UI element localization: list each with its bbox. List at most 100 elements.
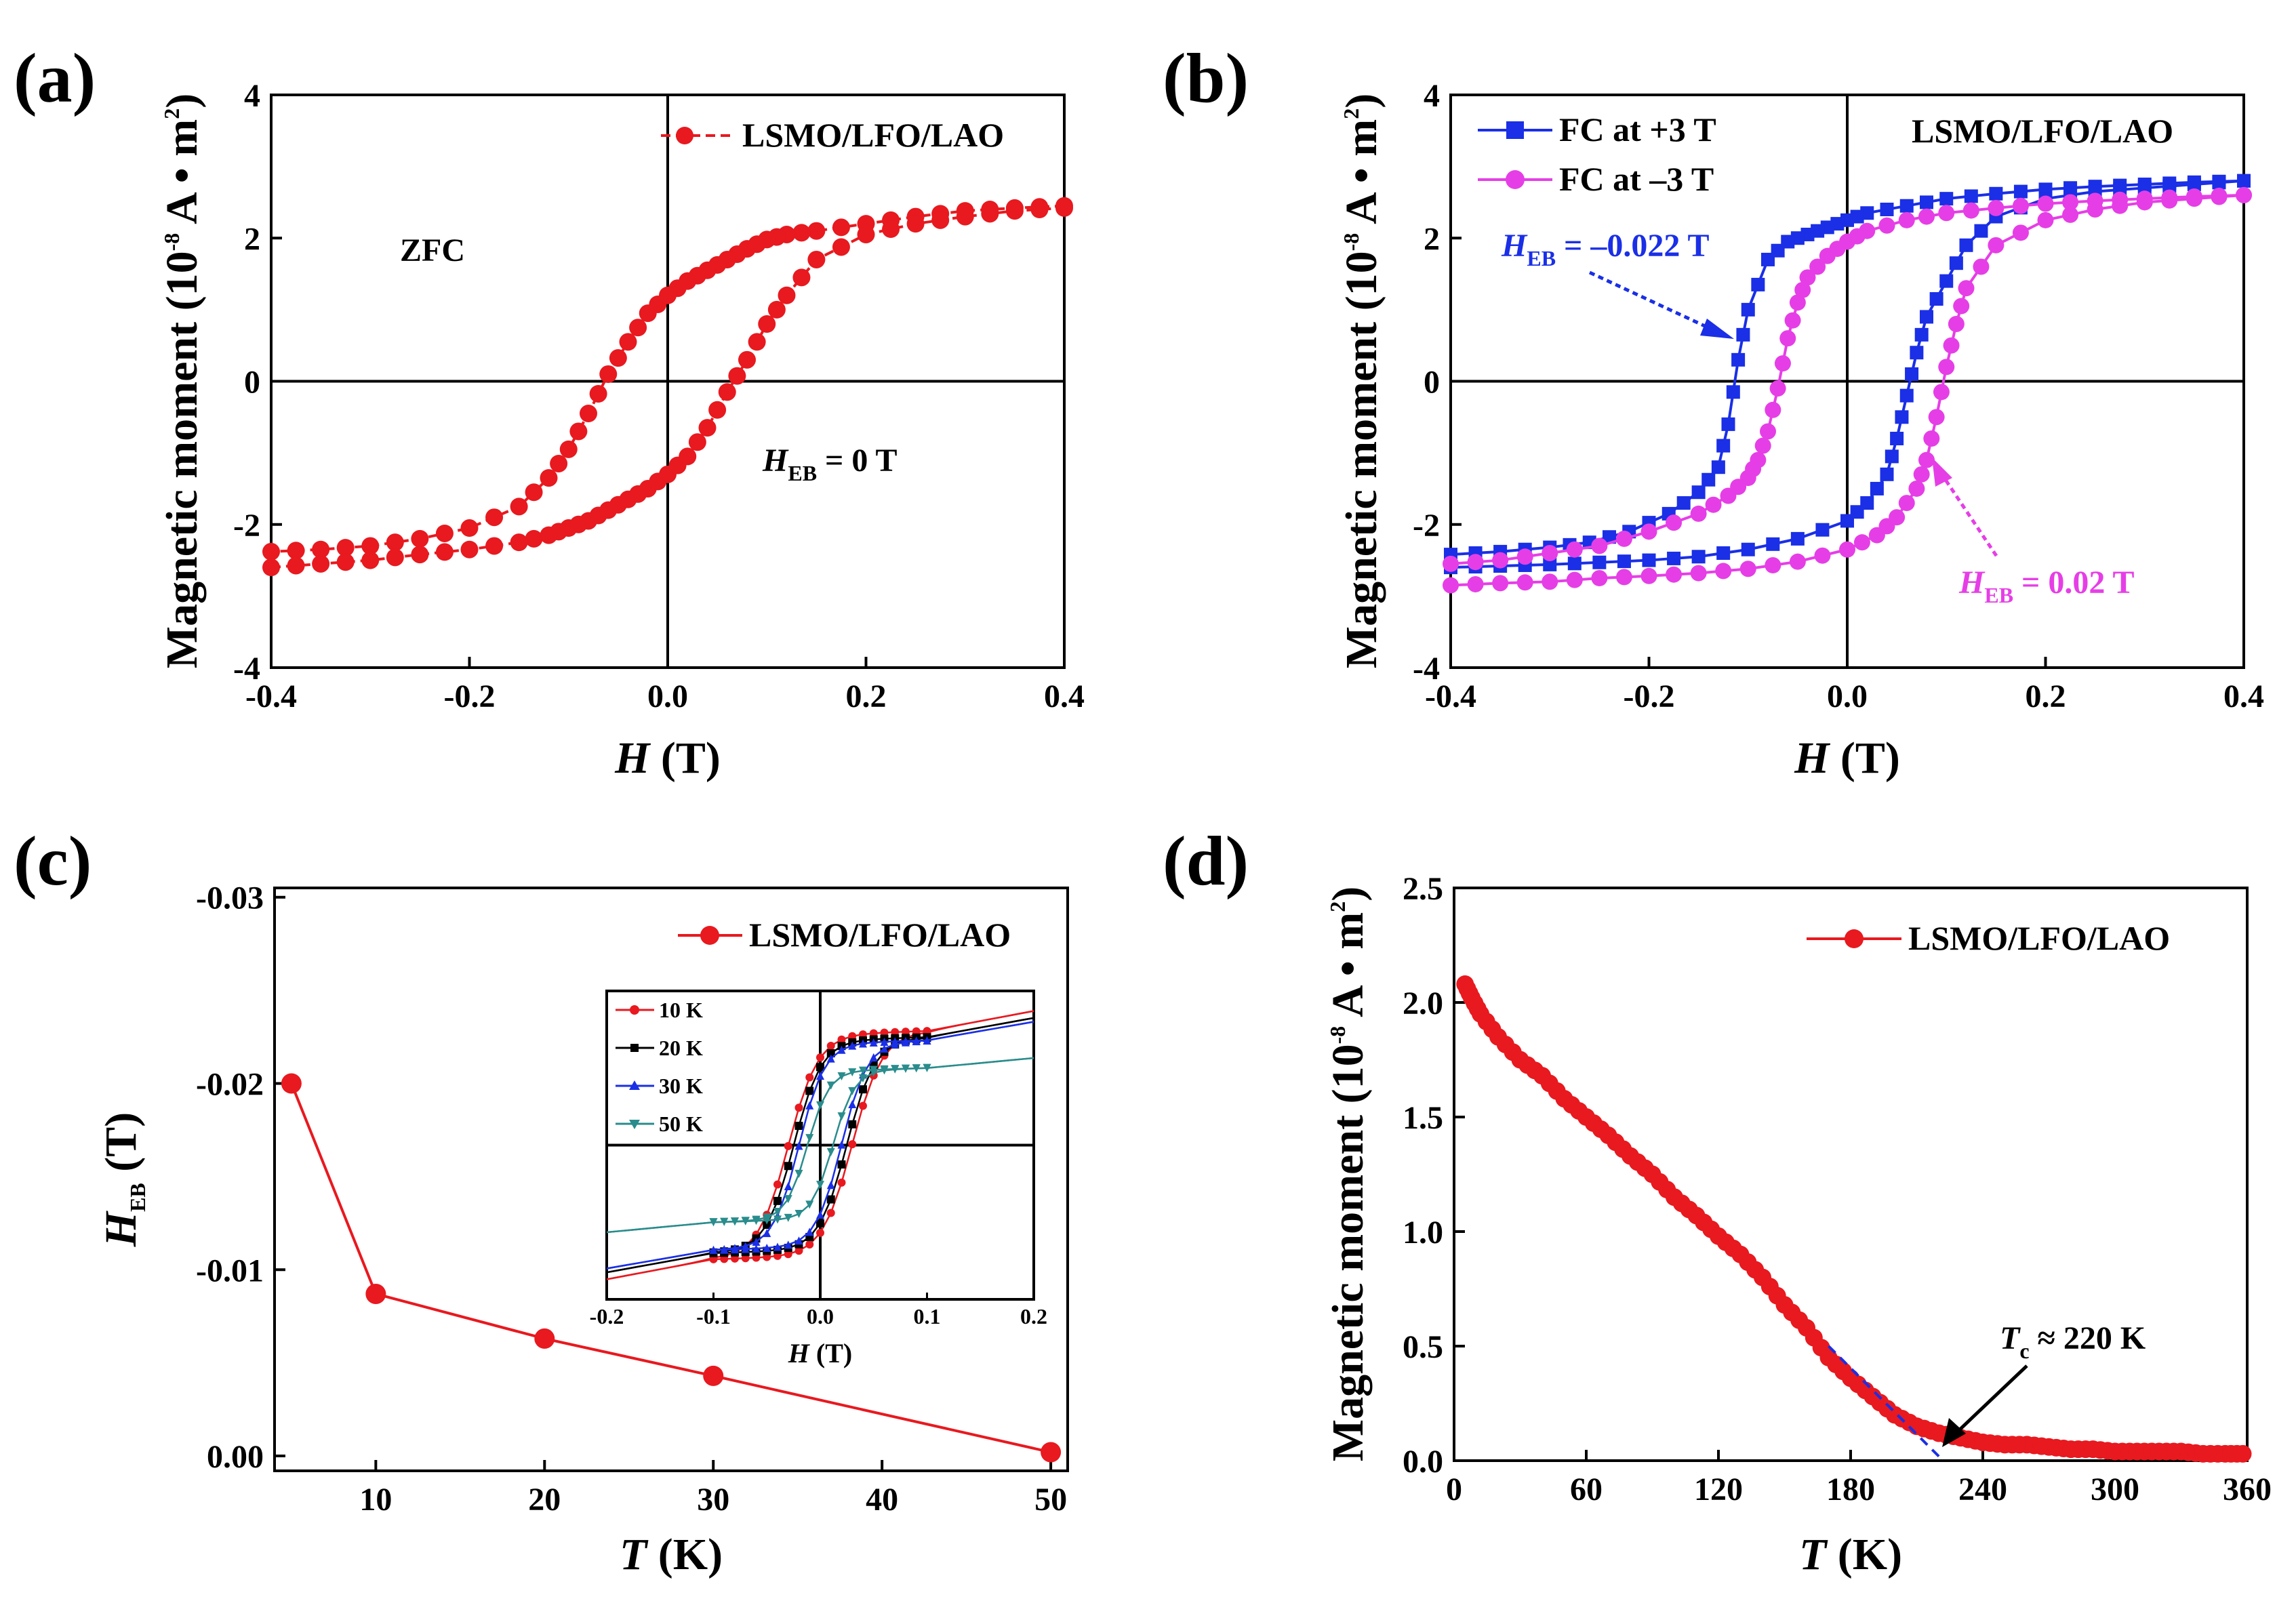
inset-legend-20k: 20 K	[659, 1036, 703, 1060]
data-point	[1815, 523, 1830, 537]
data-point	[1948, 316, 1965, 332]
inset-data-point	[869, 1053, 878, 1061]
inset-legend-50k: 50 K	[659, 1112, 703, 1136]
inset-data-point	[773, 1196, 782, 1205]
inset-data-point	[741, 1244, 750, 1253]
data-point	[2136, 194, 2153, 211]
inset-x-axis-label: H (T)	[788, 1338, 852, 1368]
plot-frame	[273, 887, 1069, 1472]
data-point	[361, 551, 380, 569]
data-point	[510, 533, 528, 552]
data-point	[1615, 569, 1632, 586]
data-point	[1973, 258, 1990, 275]
data-point	[1938, 205, 1955, 222]
data-point	[832, 238, 850, 256]
data-point	[2186, 190, 2202, 207]
data-point	[2187, 178, 2201, 192]
inset-data-point	[731, 1245, 739, 1254]
data-point	[1799, 269, 1816, 286]
data-point	[748, 333, 766, 351]
x-tick-label: -0.4	[245, 678, 297, 714]
inset-data-point	[902, 1038, 910, 1047]
data-point	[1913, 466, 1930, 483]
data-point	[559, 440, 578, 458]
data-point	[1962, 202, 1979, 219]
data-point	[411, 546, 429, 564]
data-point	[931, 211, 950, 229]
inset-data-point	[773, 1215, 782, 1224]
data-point	[1989, 186, 2003, 201]
data-point	[1918, 208, 1935, 225]
data-point	[569, 422, 588, 441]
inset-data-point	[837, 1035, 846, 1044]
data-point	[1878, 217, 1895, 234]
y-axis-label: Magnetic moment (10-8 A • m2)	[1323, 887, 1373, 1461]
data-point	[1933, 384, 1950, 401]
data-point	[1567, 556, 1582, 571]
data-point	[1943, 337, 1960, 354]
data-point	[1030, 201, 1049, 218]
data-point	[281, 1073, 302, 1094]
x-tick-label: 50	[1034, 1482, 1067, 1518]
heb-minus-arrow	[1588, 270, 1734, 339]
data-point	[1853, 534, 1870, 551]
inset-x-tick-label: 0.1	[914, 1304, 941, 1328]
inset-data-point	[837, 1160, 846, 1169]
data-point	[1741, 302, 1755, 317]
inset-data-point	[805, 1227, 814, 1236]
panel-c-label: (c)	[14, 822, 92, 900]
data-point	[1640, 567, 1657, 584]
data-point	[1870, 481, 1884, 495]
heb-minus-annotation: HEB = –0.022 T	[1501, 228, 1710, 270]
y-tick-label: 0	[1424, 365, 1440, 401]
data-point	[287, 542, 305, 560]
inset-data-point	[752, 1244, 761, 1253]
inset-data-point	[891, 1040, 900, 1049]
y-tick-label: 2.5	[1403, 871, 1443, 907]
data-point	[1741, 542, 1755, 556]
data-point	[738, 350, 756, 369]
data-point	[1910, 346, 1924, 360]
data-point	[1726, 385, 1740, 399]
inset-data-point	[805, 1134, 814, 1143]
data-point	[1751, 277, 1765, 291]
data-point	[287, 556, 305, 575]
inset-ticks: -0.2 -0.1 0.0 0.1 0.2	[590, 1293, 1047, 1328]
data-point	[1731, 352, 1746, 367]
data-point	[1918, 451, 1935, 468]
data-point	[1041, 1442, 1062, 1463]
inset-data-point	[709, 1218, 718, 1227]
data-point	[708, 401, 727, 419]
inset-data-point	[837, 1140, 846, 1149]
data-point	[981, 205, 999, 223]
data-point	[336, 553, 355, 571]
inset-data-point	[720, 1245, 729, 1254]
data-point	[1055, 199, 1073, 217]
x-axis-label: H (T)	[1794, 733, 1900, 783]
data-point	[1667, 551, 1681, 565]
data-point	[460, 519, 479, 537]
data-point	[1566, 541, 1583, 558]
inset-data-point	[794, 1236, 803, 1245]
data-point	[728, 367, 746, 385]
inset-data-point	[720, 1217, 729, 1226]
legend-marker	[1845, 929, 1864, 948]
legend: LSMO/LFO/LAO	[1807, 919, 2170, 957]
sample-label: LSMO/LFO/LAO	[1912, 112, 2173, 150]
data-point	[679, 447, 697, 466]
data-point	[1542, 573, 1558, 590]
y-axis-label: Magnetic moment (10-8 A • m2)	[1337, 94, 1386, 668]
inset-data-point	[826, 1049, 835, 1057]
data-point	[1958, 280, 1975, 297]
x-tick-label: 0	[1446, 1472, 1462, 1507]
x-tick-label: 0.2	[2026, 678, 2066, 714]
data-point	[1939, 274, 1954, 288]
inset-data-point	[837, 1045, 846, 1054]
data-point	[1953, 298, 1970, 314]
data-point	[1516, 548, 1533, 565]
data-point	[1615, 530, 1632, 547]
data-point	[510, 498, 528, 516]
data-point	[1542, 545, 1558, 561]
inset-data-point	[784, 1195, 792, 1204]
data-point	[857, 225, 875, 243]
